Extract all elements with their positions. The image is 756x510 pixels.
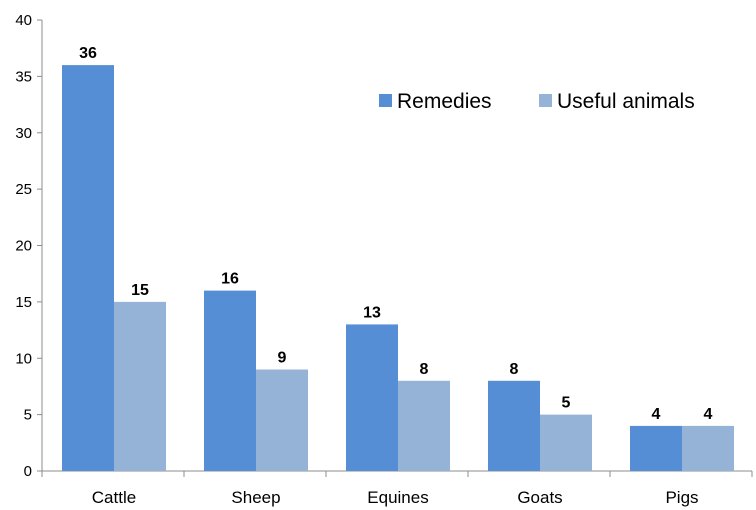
- legend-label: Useful animals: [557, 90, 695, 113]
- bar-useful-animals: [540, 414, 592, 471]
- legend-swatch: [379, 94, 392, 107]
- y-tick-label: 10: [15, 350, 32, 367]
- bar-useful-animals: [682, 425, 734, 471]
- bar-value-label: 15: [131, 282, 149, 299]
- bar-value-label: 8: [510, 361, 519, 378]
- x-category-label: Equines: [367, 488, 428, 507]
- bar-value-label: 36: [79, 45, 97, 62]
- bar-remedies: [346, 324, 398, 471]
- x-category-label: Pigs: [665, 488, 698, 507]
- bar-remedies: [204, 290, 256, 471]
- y-tick-label: 25: [15, 181, 32, 198]
- bar-remedies: [62, 65, 114, 471]
- y-tick-label: 30: [15, 125, 32, 142]
- data-labels: 36 15 16 9 13 8 8 5 4 4: [79, 45, 712, 423]
- y-tick-label: 35: [15, 68, 32, 85]
- x-category-label: Goats: [517, 488, 562, 507]
- bar-remedies: [630, 425, 682, 471]
- y-axis: 0 5 10 15 20 25 30 35 40: [15, 12, 43, 480]
- bar-value-label: 9: [278, 350, 287, 367]
- bar-remedies: [488, 380, 540, 471]
- y-tick-label: 40: [15, 12, 32, 29]
- y-tick-label: 15: [15, 294, 32, 311]
- y-tick-label: 20: [15, 238, 32, 255]
- bar-useful-animals: [114, 301, 166, 471]
- bar-useful-animals: [256, 369, 308, 471]
- bar-value-label: 16: [221, 271, 239, 288]
- legend-swatch: [539, 94, 552, 107]
- bars: [62, 65, 734, 471]
- legend: Remedies Useful animals: [379, 90, 695, 113]
- bar-value-label: 8: [420, 361, 429, 378]
- bar-value-label: 4: [704, 406, 713, 423]
- bar-value-label: 4: [652, 406, 661, 423]
- y-tick-label: 0: [24, 463, 32, 480]
- y-tick-label: 5: [24, 407, 32, 424]
- x-axis: Cattle Sheep Equines Goats Pigs: [41, 470, 753, 507]
- bar-value-label: 13: [363, 304, 381, 321]
- x-category-label: Sheep: [231, 488, 280, 507]
- bar-value-label: 5: [562, 395, 571, 412]
- legend-label: Remedies: [397, 90, 492, 113]
- x-category-label: Cattle: [92, 488, 136, 507]
- bar-useful-animals: [398, 380, 450, 471]
